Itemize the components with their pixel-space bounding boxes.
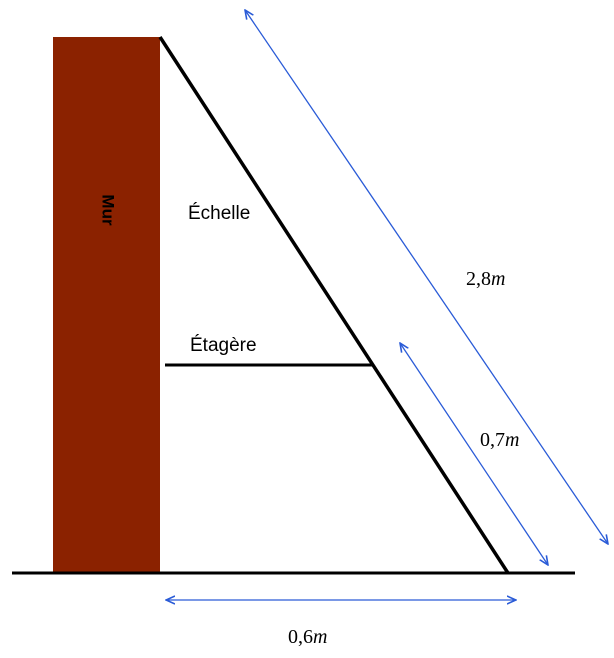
lower-segment-unit: m <box>505 429 519 451</box>
ground-distance-label: 0,6m <box>288 626 327 648</box>
ladder-length-label: 2,8m <box>466 268 505 290</box>
wall <box>53 37 160 573</box>
wall-label: Mur <box>99 194 118 226</box>
ladder-length-arrow <box>245 10 608 544</box>
ground-distance-value: 0,6 <box>288 626 313 648</box>
ground-distance-unit: m <box>313 626 327 648</box>
lower-segment-value: 0,7 <box>480 429 505 451</box>
ladder-length-value: 2,8 <box>466 268 491 290</box>
ladder-length-unit: m <box>491 268 505 290</box>
ladder-label: Échelle <box>188 203 250 224</box>
shelf-label: Étagère <box>190 335 257 356</box>
lower-segment-label: 0,7m <box>480 429 519 451</box>
ladder-line <box>158 36 510 574</box>
lower-segment-arrow <box>400 343 548 565</box>
